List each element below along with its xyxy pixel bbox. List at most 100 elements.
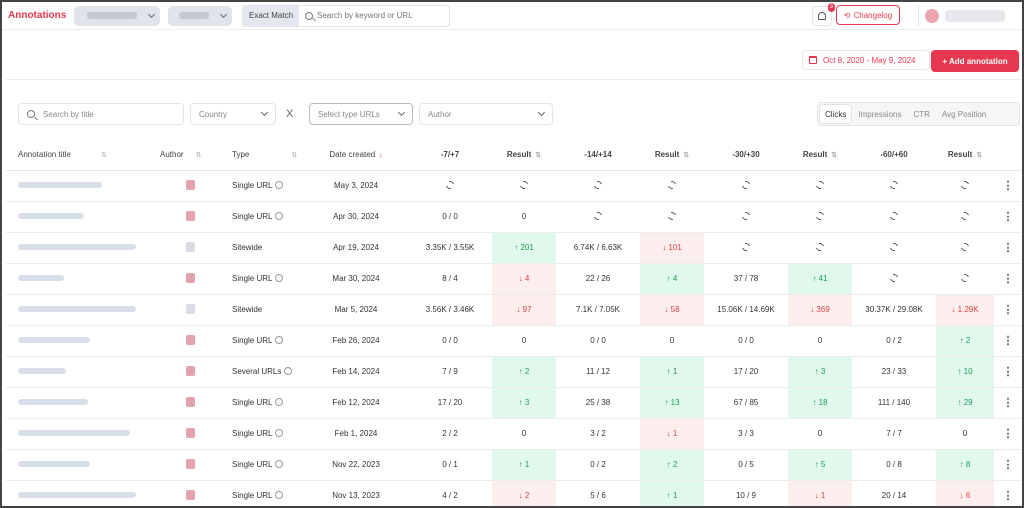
more-vertical-icon[interactable]: ⋮ (1002, 335, 1014, 347)
table-row[interactable]: Single URL May 3, 2024 ⋮ (6, 170, 1022, 202)
col-14[interactable]: -14/+14 (556, 140, 640, 171)
col-type[interactable]: Type ⇅ (222, 140, 304, 171)
annotation-title-cell[interactable] (6, 170, 148, 202)
more-vertical-icon[interactable]: ⋮ (1002, 211, 1014, 223)
tab-clicks[interactable]: Clicks (820, 105, 852, 123)
changelog-button[interactable]: ⟲ Changelog (836, 5, 900, 25)
date-range-picker[interactable]: Oct 8, 2020 - May 9, 2024 (802, 50, 930, 70)
table-row[interactable]: Sitewide Apr 19, 2024 3.35K / 3.55K ↑ 201 6.… (6, 232, 1022, 264)
col-result-14[interactable]: Result ⇅ (640, 140, 704, 171)
table-row[interactable]: Single URL Feb 1, 2024 2 / 2 0 3 / 2 ↓ 1 3 / 3… (6, 418, 1022, 450)
col-60[interactable]: -60/+60 (852, 140, 936, 171)
table-row[interactable]: Several URLs Feb 14, 2024 7 / 9 ↑ 2 11 / 12 ↑… (6, 356, 1022, 388)
globe-icon[interactable] (275, 460, 284, 468)
sync-icon (888, 210, 900, 221)
globe-icon[interactable] (275, 274, 284, 282)
more-vertical-icon[interactable]: ⋮ (1002, 397, 1014, 409)
globe-icon[interactable] (284, 367, 293, 375)
add-annotation-button[interactable]: + Add annotation (931, 50, 1019, 72)
table-row[interactable]: Single URL Nov 13, 2023 4 / 2 ↓ 2 5 / 6 ↑ 1 10… (6, 480, 1022, 506)
col-label: -14/+14 (584, 150, 612, 160)
table-row[interactable]: Sitewide Mar 5, 2024 3.56K / 3.46K ↓ 97 7.1K… (6, 294, 1022, 326)
more-vertical-icon[interactable]: ⋮ (1002, 459, 1014, 471)
more-vertical-icon[interactable]: ⋮ (1002, 180, 1014, 192)
col-7[interactable]: -7/+7 (408, 140, 492, 171)
annotation-title-cell[interactable] (6, 232, 148, 264)
more-vertical-icon[interactable]: ⋮ (1002, 304, 1014, 316)
date-cell: Feb 14, 2024 (304, 356, 408, 388)
more-vertical-icon[interactable]: ⋮ (1002, 273, 1014, 285)
result-value: ↑ 1 (666, 491, 678, 500)
col-date-created[interactable]: Date created ↓ (304, 140, 408, 171)
period-values: 7.1K / 7.05K (575, 305, 621, 314)
result-value: ↑ 18 (812, 398, 828, 407)
globe-icon[interactable] (275, 491, 284, 499)
type-label: Single URL (232, 398, 273, 407)
annotation-title-cell[interactable] (6, 201, 148, 233)
exact-match-dropdown[interactable]: Exact Match (243, 5, 300, 26)
row-actions-cell: ⋮ (994, 232, 1022, 264)
table-row[interactable]: Single URL Mar 30, 2024 8 / 4 ↓ 4 22 / 26 ↑ 4… (6, 263, 1022, 295)
annotation-title-cell[interactable] (6, 480, 148, 506)
author-dropdown[interactable]: Author (419, 103, 553, 125)
col-author[interactable]: Author ⇅ (148, 140, 222, 171)
user-menu[interactable] (918, 5, 1022, 27)
pending-result-cell (788, 232, 852, 264)
globe-icon[interactable] (275, 398, 284, 406)
period-values-cell: 7.1K / 7.05K (556, 294, 640, 326)
result-cell: ↑ 3 (492, 387, 556, 419)
annotation-title-cell[interactable] (6, 263, 148, 295)
globe-icon[interactable] (275, 181, 284, 189)
table-row[interactable]: Single URL Apr 30, 2024 0 / 0 0 ⋮ (6, 201, 1022, 233)
chevron-down-icon (397, 108, 406, 117)
annotation-title-cell[interactable] (6, 294, 148, 326)
property-dropdown[interactable] (168, 5, 232, 26)
more-vertical-icon[interactable]: ⋮ (1002, 242, 1014, 254)
period-values-cell: 2 / 2 (408, 418, 492, 450)
author-avatar (186, 210, 195, 221)
col-result-60[interactable]: Result ⇅ (936, 140, 994, 171)
globe-icon[interactable] (275, 212, 284, 220)
sort-icon: ⇅ (100, 152, 107, 160)
more-vertical-icon[interactable]: ⋮ (1002, 428, 1014, 440)
country-label: Country (199, 109, 228, 119)
annotation-title-cell[interactable] (6, 418, 148, 450)
result-cell: ↑ 2 (640, 449, 704, 481)
table-row[interactable]: Single URL Feb 26, 2024 0 / 0 0 0 / 0 0 0 / 0 0… (6, 325, 1022, 357)
tab-avg-position[interactable]: Avg Position (941, 109, 987, 119)
notifications-button[interactable]: 3 (812, 3, 835, 26)
sync-icon (666, 179, 678, 190)
col-result-7[interactable]: Result ⇅ (492, 140, 556, 171)
project-dropdown[interactable] (74, 5, 160, 26)
period-values-cell: 7 / 7 (852, 418, 936, 450)
table-body: Single URL May 3, 2024 ⋮ Single URL Apr 30, … (6, 170, 1022, 506)
tab-impressions[interactable]: Impressions (858, 109, 902, 119)
annotation-title-cell[interactable] (6, 449, 148, 481)
keyword-search-input[interactable] (313, 11, 449, 20)
table-row[interactable]: Single URL Nov 22, 2023 0 / 1 ↑ 1 0 / 2 ↑ 2 0 … (6, 449, 1022, 481)
tab-ctr[interactable]: CTR (913, 109, 930, 119)
title-search[interactable]: Search by title (18, 103, 184, 125)
col-result-30[interactable]: Result ⇅ (788, 140, 852, 171)
annotation-title-blurred (18, 244, 136, 250)
type-urls-dropdown[interactable]: Select type URLs (309, 103, 413, 125)
clear-filters-button[interactable]: X (286, 108, 294, 120)
sync-icon (888, 272, 900, 283)
annotation-title-cell[interactable] (6, 325, 148, 357)
col-30[interactable]: -30/+30 (704, 140, 788, 171)
period-values: 17 / 20 (733, 367, 759, 376)
col-annotation-title[interactable]: Annotation title ⇅ (6, 140, 148, 171)
globe-icon[interactable] (275, 429, 284, 437)
more-vertical-icon[interactable]: ⋮ (1002, 490, 1014, 502)
table-row[interactable]: Single URL Feb 12, 2024 17 / 20 ↑ 3 25 / 38 ↑… (6, 387, 1022, 419)
globe-icon[interactable] (275, 336, 284, 344)
annotation-title-cell[interactable] (6, 356, 148, 388)
row-actions-cell: ⋮ (994, 263, 1022, 295)
result-cell: ↑ 13 (640, 387, 704, 419)
more-vertical-icon[interactable]: ⋮ (1002, 366, 1014, 378)
notification-badge: 3 (827, 3, 835, 12)
pending-result-cell (640, 170, 704, 202)
annotation-title-cell[interactable] (6, 387, 148, 419)
period-values: 3 / 3 (738, 429, 754, 438)
country-dropdown[interactable]: Country (190, 103, 276, 125)
